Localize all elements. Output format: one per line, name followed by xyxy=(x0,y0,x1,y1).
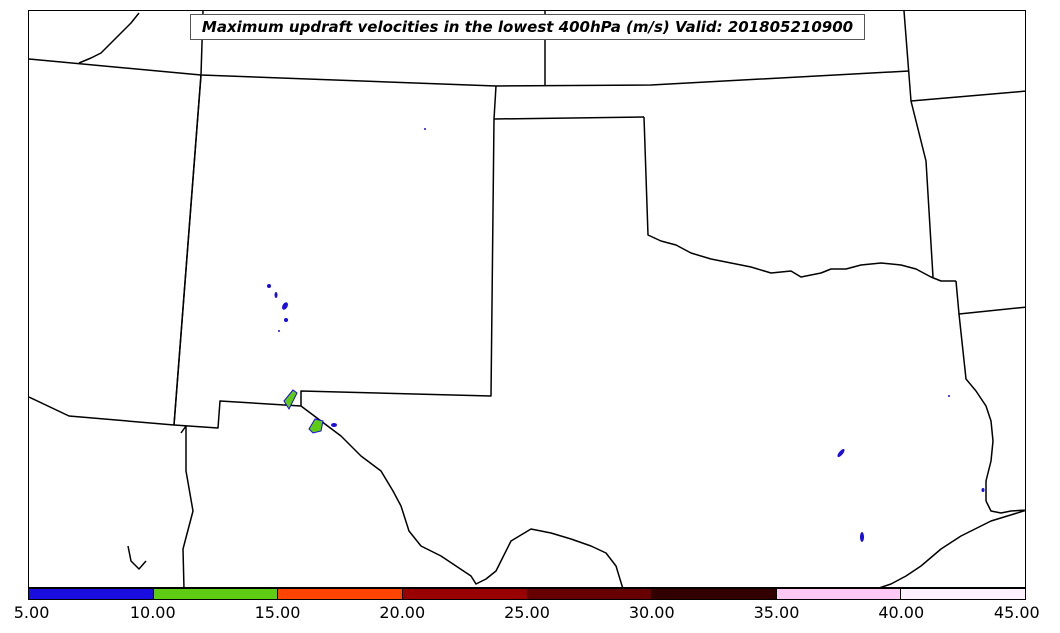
border-iowa-missouri xyxy=(910,90,1025,102)
border-rio-grande xyxy=(300,405,624,587)
colorbar-tick-label: 25.00 xyxy=(504,603,550,622)
colorbar-tick-label: 20.00 xyxy=(379,603,426,622)
colorbar-segment xyxy=(527,589,653,599)
updraft-cell xyxy=(278,330,280,332)
colorbar-tick-label: 35.00 xyxy=(753,603,800,622)
map-panel xyxy=(28,10,1026,588)
colorbar-segment xyxy=(153,589,279,599)
map-title: Maximum updraft velocities in the lowest… xyxy=(201,18,854,36)
border-nm-texas xyxy=(300,118,495,406)
updraft-cell xyxy=(284,318,288,322)
colorbar-segment xyxy=(402,589,528,599)
updraft-cell xyxy=(981,488,985,492)
colorbar-segment xyxy=(776,589,902,599)
updraft-cell xyxy=(331,423,337,427)
title-box: Maximum updraft velocities in the lowest… xyxy=(190,14,865,40)
border-kansas-colorado xyxy=(493,85,497,120)
colorbar-tick-label: 5.00 xyxy=(13,603,50,622)
border-nm-mexico xyxy=(180,425,194,587)
colorbar-tick-label: 30.00 xyxy=(628,603,675,622)
border-colorado-north xyxy=(29,58,910,87)
border-ok-texas xyxy=(643,116,956,282)
updraft-cell xyxy=(282,302,288,310)
updraft-cell xyxy=(283,389,298,411)
border-texas-louisiana xyxy=(958,313,994,501)
colorbar-tick-label: 45.00 xyxy=(993,603,1040,622)
coastline-gulf xyxy=(879,500,1025,587)
state-borders xyxy=(29,11,1025,587)
coastline-north xyxy=(78,12,140,64)
colorbar-segment xyxy=(278,589,403,599)
colorbar-tick-label: 15.00 xyxy=(254,603,301,622)
updraft-cell xyxy=(267,284,271,288)
updraft-cell xyxy=(274,292,278,298)
updraft-cell xyxy=(424,128,426,130)
map-canvas xyxy=(29,11,1025,587)
updraft-cell xyxy=(308,418,324,434)
colorbar-segment xyxy=(29,589,154,599)
border-arkansas-louisiana xyxy=(955,280,1025,315)
border-missouri xyxy=(903,11,934,278)
colorbar-tick-label: 40.00 xyxy=(878,603,925,622)
colorbar xyxy=(28,588,1026,600)
coastline-mexico xyxy=(127,545,147,570)
updraft-contours xyxy=(267,128,985,542)
updraft-cell xyxy=(948,395,950,397)
colorbar-segment xyxy=(901,589,1025,599)
updraft-cell xyxy=(860,532,864,542)
border-ok-kansas xyxy=(493,116,645,120)
border-nm-colorado xyxy=(173,74,202,426)
updraft-cell xyxy=(837,448,845,458)
colorbar-segment xyxy=(652,589,777,599)
colorbar-tick-label: 10.00 xyxy=(129,603,176,622)
border-arizona-nm xyxy=(29,396,302,429)
